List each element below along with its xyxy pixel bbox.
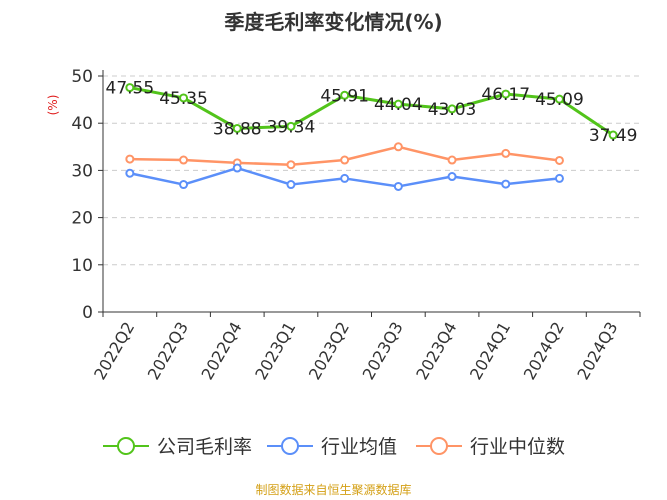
data-label: 44.04 [374,95,423,115]
y-axis-label: (%) [46,95,60,116]
x-tick-label: 2022Q3 [144,319,192,383]
y-tick-label: 0 [82,303,93,323]
data-point [179,93,189,103]
data-point [608,130,618,140]
data-point [393,99,403,109]
data-label: 43.03 [428,100,477,120]
x-tick-label: 2023Q4 [412,319,460,383]
y-tick-label: 30 [71,161,93,181]
data-label: 47.55 [106,79,155,99]
data-label: 38.88 [213,119,262,139]
data-label: 46.17 [481,85,530,105]
data-point [125,154,135,164]
data-label: 45.09 [535,90,584,110]
y-tick-label: 20 [71,209,93,229]
x-tick-label: 2024Q2 [520,319,568,383]
data-point [393,142,403,152]
data-point [340,173,350,183]
data-point [286,180,296,190]
x-tick-label: 2023Q2 [305,319,353,383]
legend-label: 公司毛利率 [157,436,252,458]
data-label: 45.91 [320,86,369,106]
data-point [501,179,511,189]
data-point [554,94,564,104]
x-tick-label: 2023Q3 [359,319,407,383]
data-point [125,168,135,178]
data-point [554,173,564,183]
data-point [340,155,350,165]
y-tick-label: 50 [71,67,93,87]
data-point [125,83,135,93]
legend-label: 行业中位数 [470,436,565,458]
data-point [286,121,296,131]
data-point [179,155,189,165]
chart-title: 季度毛利率变化情况(%) [224,10,443,34]
series-line [129,86,614,137]
legend-label: 行业均值 [321,436,397,458]
data-label: 37.49 [589,126,638,146]
legend-marker [430,437,448,455]
legend-marker [117,437,135,455]
data-point [340,90,350,100]
data-point [286,160,296,170]
data-label: 39.34 [267,117,316,137]
x-tick-label: 2023Q1 [251,319,299,383]
source-note: 制图数据来自恒生聚源数据库 [255,483,412,497]
data-point [232,163,242,173]
data-point [501,148,511,158]
data-point [179,180,189,190]
data-label: 45.35 [159,89,208,109]
y-tick-label: 40 [71,114,93,134]
x-tick-label: 2022Q4 [198,319,246,383]
x-tick-label: 2024Q3 [573,319,621,383]
data-point [447,155,457,165]
x-tick-label: 2022Q2 [90,319,138,383]
data-point [501,89,511,99]
data-point [447,172,457,182]
data-point [393,181,403,191]
data-point [447,104,457,114]
data-point [232,123,242,133]
legend-marker [281,437,299,455]
x-tick-label: 2024Q1 [466,319,514,383]
data-point [554,155,564,165]
y-tick-label: 10 [71,256,93,276]
